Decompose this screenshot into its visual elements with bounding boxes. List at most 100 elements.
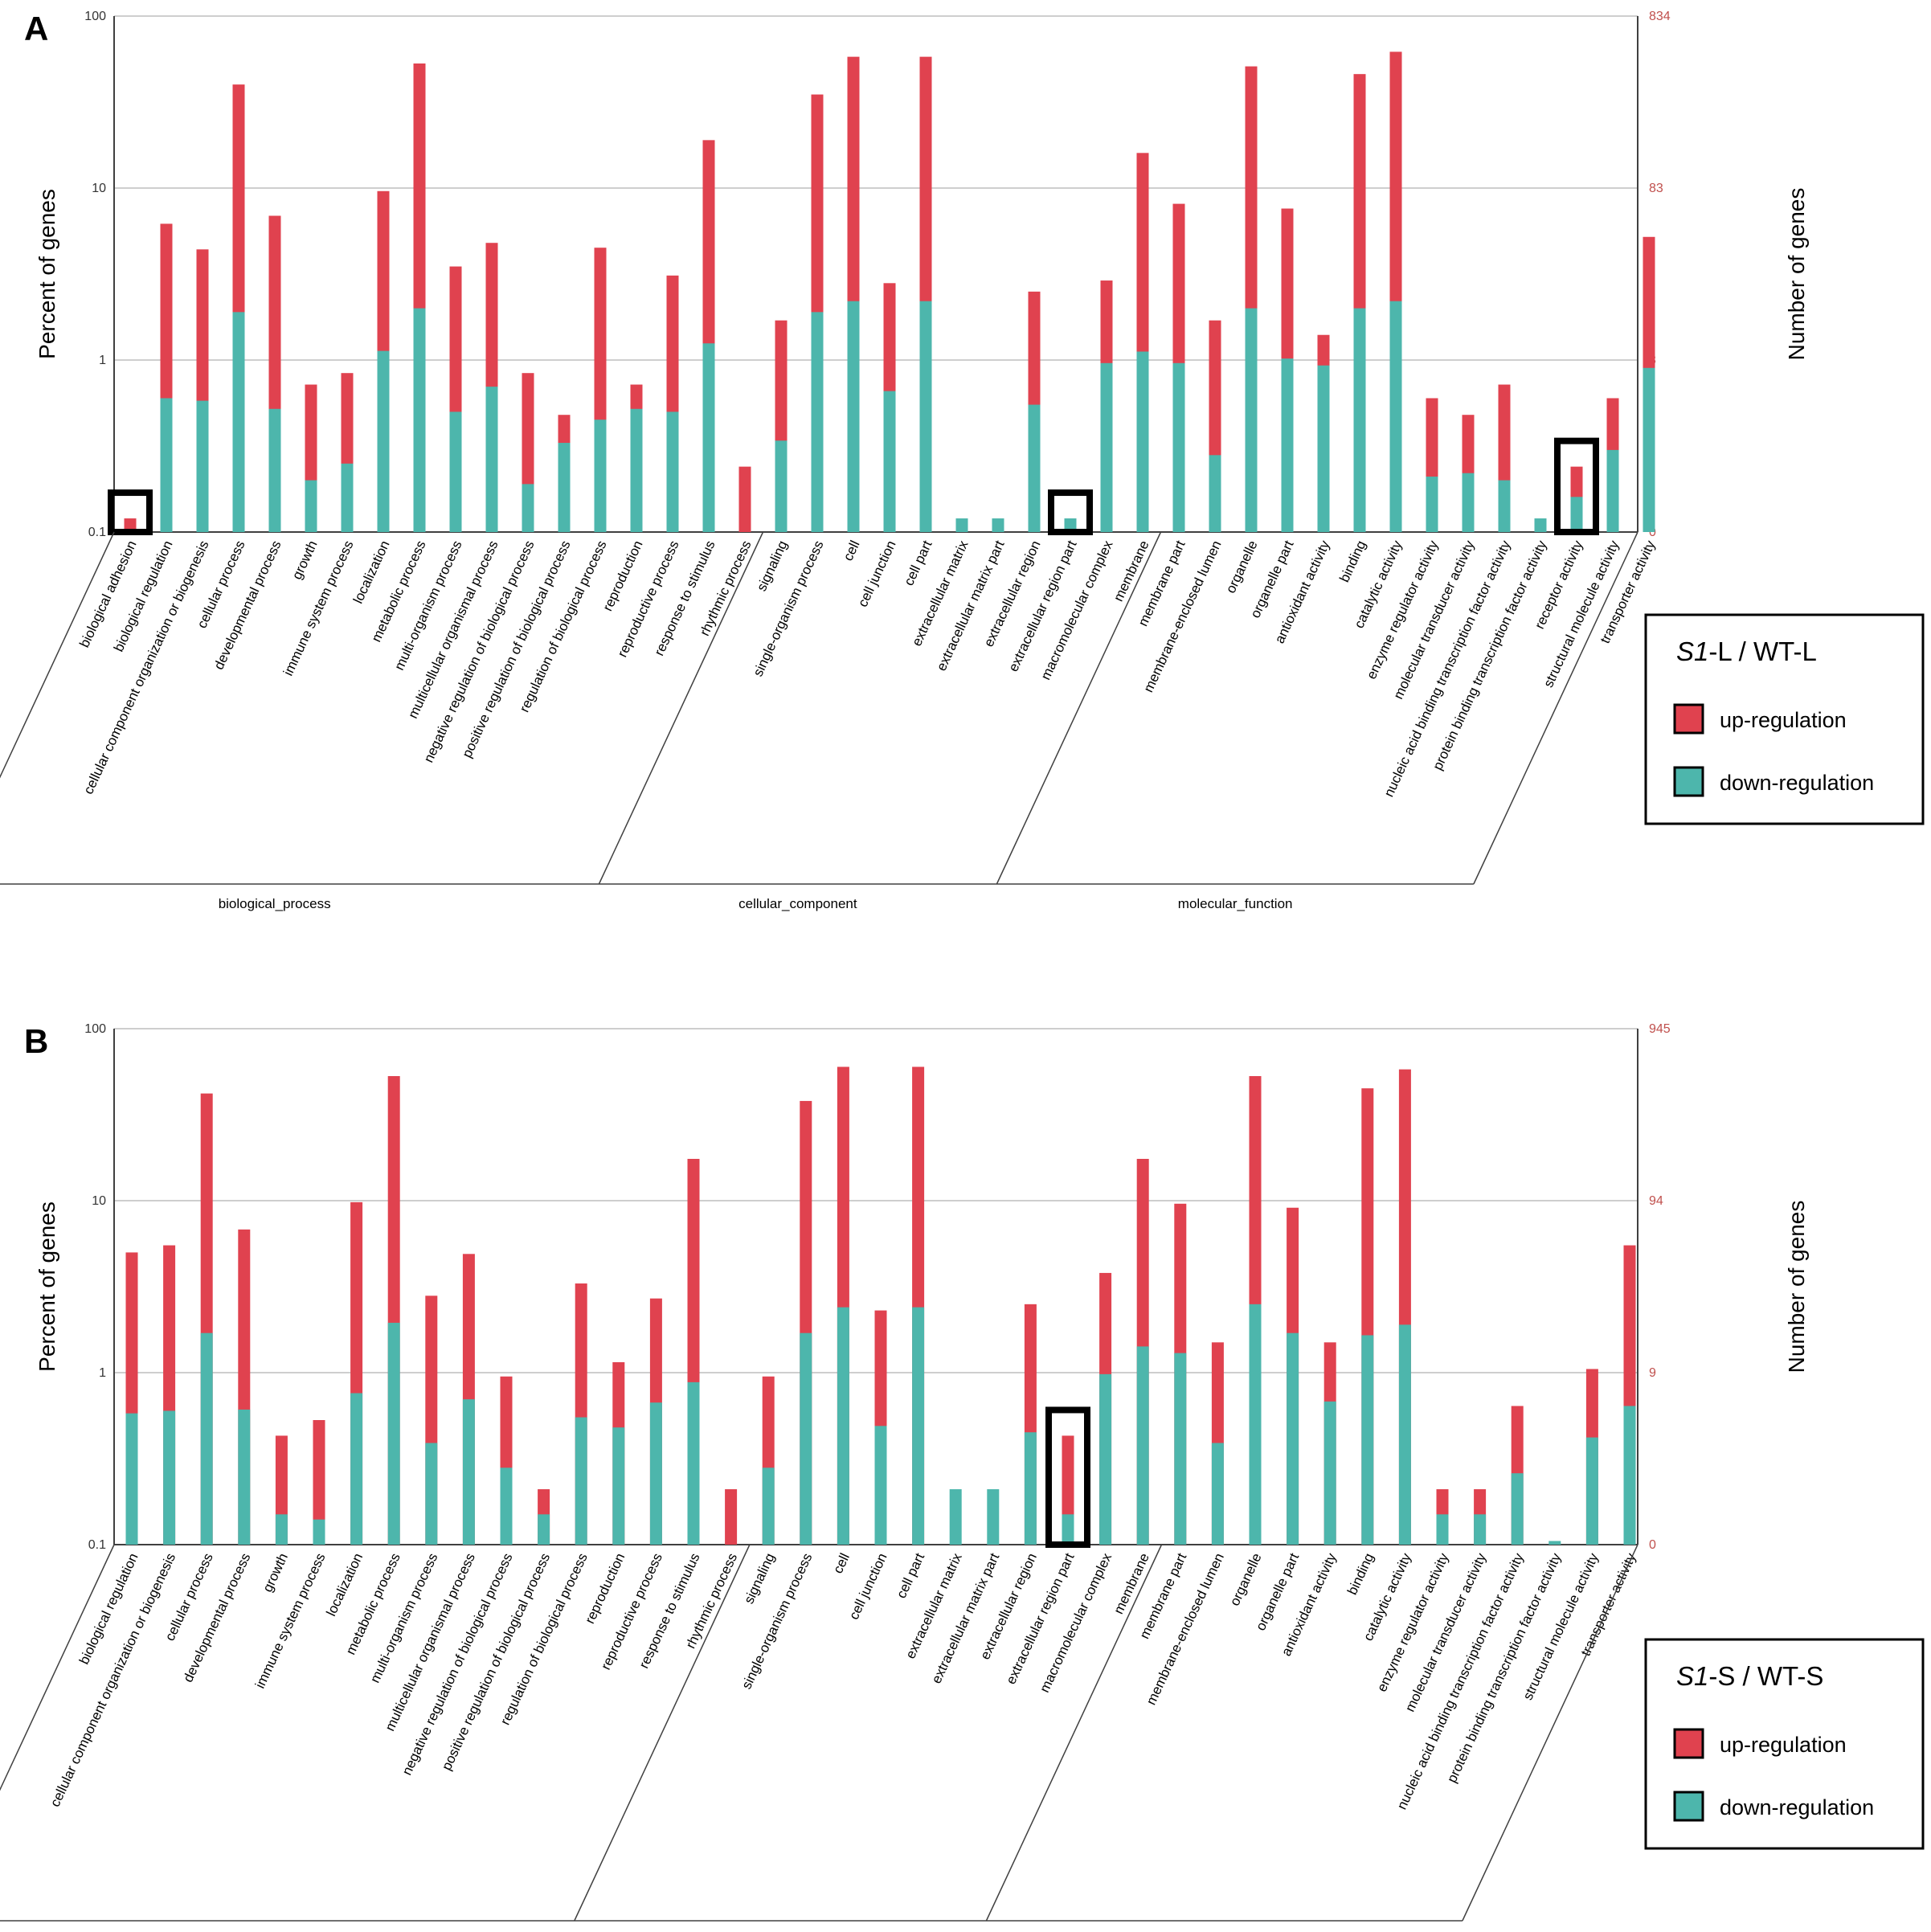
category-label: growth	[289, 538, 321, 582]
bar-down	[612, 1427, 625, 1545]
bar-down	[1398, 1324, 1411, 1545]
panel-letter: A	[24, 10, 48, 47]
category-label: binding	[1344, 1551, 1377, 1598]
bar-down	[1548, 1541, 1561, 1545]
bar-down	[1623, 1406, 1636, 1545]
category-label: signaling	[741, 1551, 778, 1607]
bar-up	[725, 1489, 738, 1545]
group-separator	[1462, 1544, 1638, 1922]
category-label: immune system process	[280, 538, 357, 678]
bar-down	[160, 398, 173, 532]
bar-down	[313, 1519, 325, 1545]
bar-down	[125, 1413, 138, 1545]
y-tick-label: 10	[92, 1194, 106, 1208]
category-label: single-organism process	[738, 1551, 815, 1692]
group-label: cellular_component	[738, 896, 857, 911]
bar-down	[1534, 518, 1547, 532]
group-separator	[574, 1544, 751, 1922]
group-separator	[0, 1544, 115, 1791]
bar-down	[883, 391, 896, 532]
bar-down	[350, 1393, 363, 1545]
bar-down	[1028, 404, 1041, 532]
bar-down	[200, 1332, 213, 1545]
bar-down	[800, 1332, 812, 1545]
bar-down	[666, 411, 679, 532]
highlight-box	[1554, 437, 1599, 535]
bar-down	[1389, 301, 1402, 532]
bar-down	[1317, 365, 1330, 532]
legend-title-italic: S1	[1676, 636, 1708, 666]
category-label: signaling	[754, 538, 791, 594]
category-label: cell	[830, 1551, 853, 1576]
bar-down	[1426, 477, 1438, 532]
category-label: organelle	[1223, 538, 1261, 596]
bar-down	[874, 1426, 887, 1545]
bar-down	[847, 301, 860, 532]
y-tick-label-right: 945	[1649, 1022, 1671, 1036]
category-label: organelle	[1227, 1551, 1265, 1608]
bar-down	[1100, 362, 1113, 532]
highlight-box	[1048, 489, 1093, 536]
bar-down	[1136, 351, 1149, 532]
bar-down	[1643, 367, 1655, 532]
bar-down	[987, 1489, 1000, 1545]
bar-down	[1174, 1353, 1187, 1545]
legend-title-rest: -L / WT-L	[1708, 636, 1816, 666]
y-tick-label: 0.1	[88, 526, 106, 539]
y-tick-label-right: 0	[1649, 526, 1656, 539]
y-tick-label: 1	[99, 1366, 106, 1380]
bar-up	[313, 1420, 325, 1545]
bar-down	[1606, 449, 1619, 532]
bar-down	[912, 1307, 925, 1545]
bar-up	[738, 466, 751, 532]
bar-down	[955, 518, 968, 532]
category-label: multi-organism process	[391, 538, 464, 673]
legend-label-down: down-regulation	[1720, 1795, 1874, 1819]
category-label: immune system process	[252, 1551, 329, 1691]
bar-down	[387, 1322, 400, 1545]
category-label: enzyme regulator activity	[1374, 1550, 1452, 1694]
category-label: localization	[350, 538, 393, 606]
bar-down	[1361, 1335, 1374, 1545]
bar-down	[1323, 1401, 1336, 1545]
bar-down	[305, 480, 317, 532]
highlight-box	[1045, 1406, 1090, 1548]
legend-swatch-down	[1673, 766, 1704, 797]
bar-down	[1585, 1437, 1598, 1545]
group-separator	[598, 531, 764, 885]
bar-down	[1209, 455, 1221, 532]
y-tick-label-right: 9	[1649, 1366, 1656, 1380]
legend-swatch-down	[1673, 1791, 1704, 1822]
group-separator	[985, 1544, 1163, 1922]
bar-down	[1287, 1332, 1299, 1545]
highlight-box	[108, 489, 153, 536]
legend-title-rest: -S / WT-S	[1708, 1661, 1823, 1691]
y-tick-label: 1	[99, 354, 106, 367]
legend-label-down: down-regulation	[1720, 771, 1874, 795]
category-label: cell junction	[855, 538, 899, 610]
category-label: extracellular matrix part	[934, 538, 1008, 673]
legend-swatch-up	[1673, 703, 1704, 735]
bar-down	[232, 312, 245, 532]
bar-down	[575, 1417, 587, 1545]
bar-down	[1211, 1443, 1224, 1545]
bar-down	[522, 484, 534, 532]
bar-down	[1353, 308, 1366, 532]
group-label: molecular_function	[1178, 896, 1293, 911]
bar-down	[837, 1307, 849, 1545]
y-tick-label: 10	[92, 182, 106, 195]
bar-down	[377, 350, 390, 532]
legend-swatch-up	[1673, 1728, 1704, 1759]
category-label: extracellular region part	[1005, 538, 1079, 673]
bar-down	[1099, 1373, 1112, 1545]
y-tick-label: 100	[84, 1022, 106, 1036]
bar-down	[275, 1514, 288, 1545]
bar-down	[500, 1467, 513, 1545]
bar-down	[1570, 497, 1583, 532]
bar-down	[1064, 518, 1077, 532]
category-label: extracellular matrix part	[929, 1550, 1003, 1685]
bar-down	[341, 463, 354, 532]
y-tick-label-right: 83	[1649, 182, 1663, 195]
bar-down	[1172, 362, 1185, 532]
category-label: cell part	[894, 1550, 927, 1600]
